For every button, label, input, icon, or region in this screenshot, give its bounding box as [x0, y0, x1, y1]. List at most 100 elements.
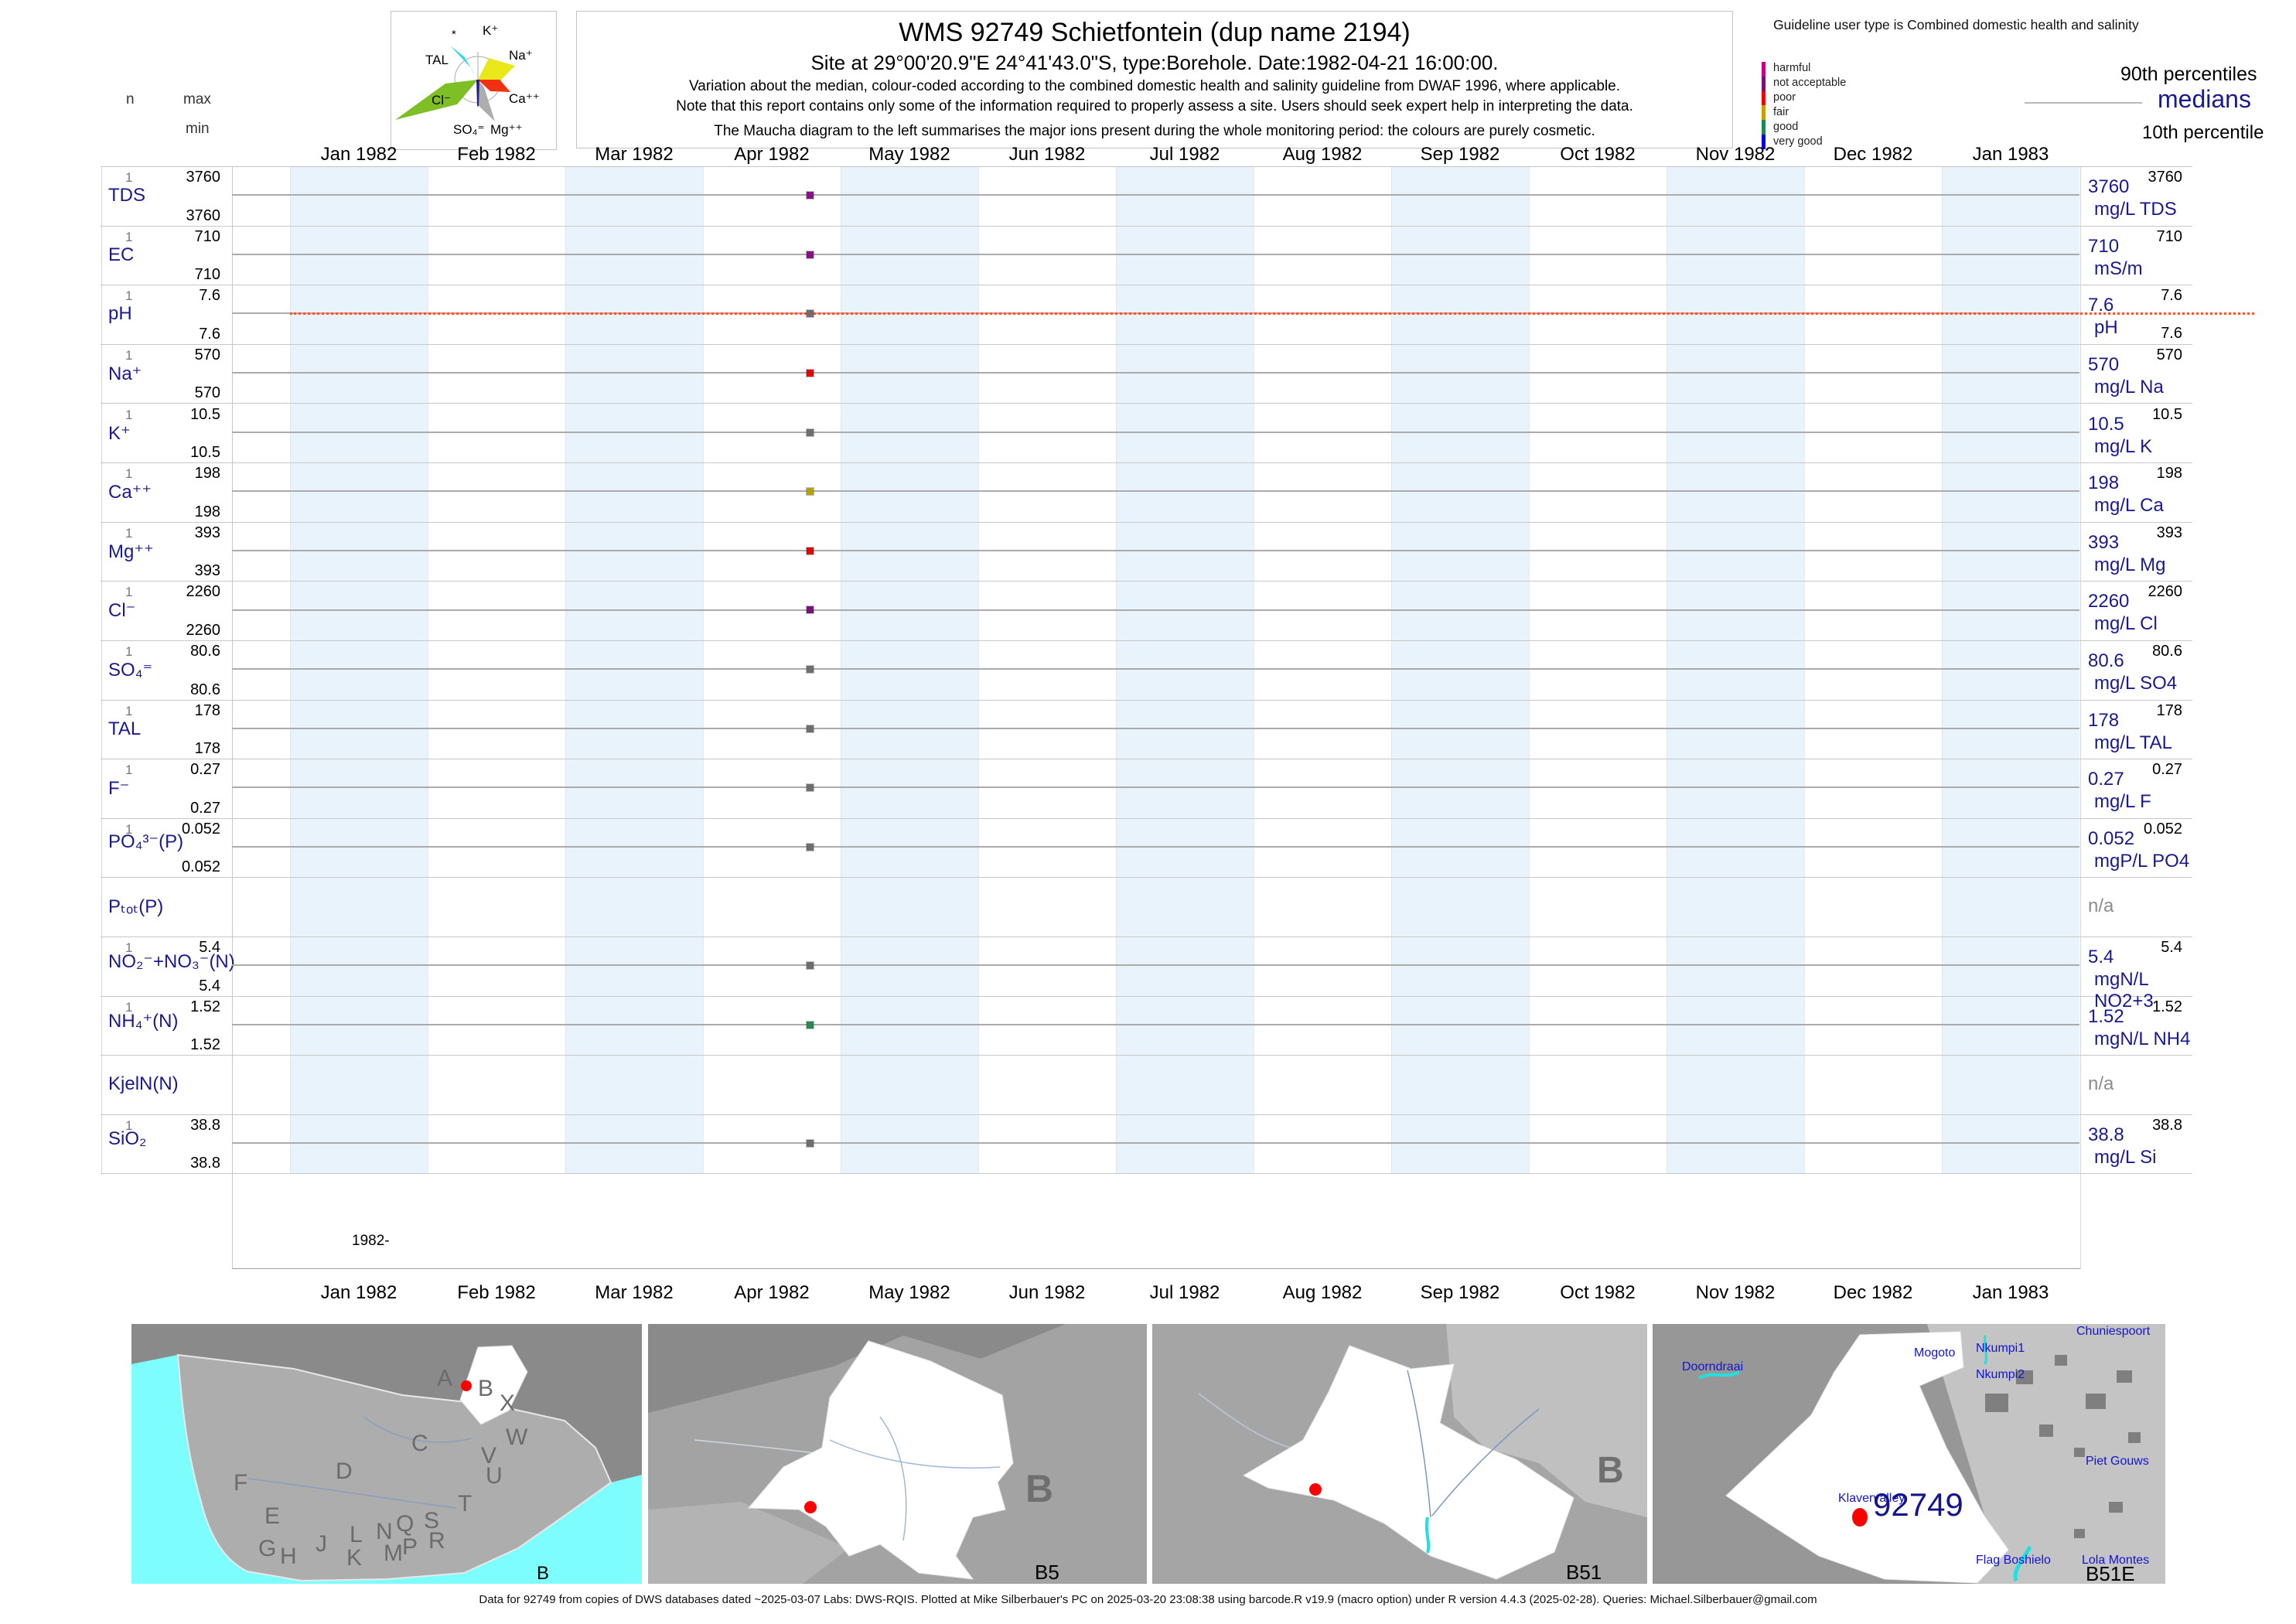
unit-label: mS/m: [2094, 258, 2143, 279]
river-line: [363, 1416, 473, 1443]
median-point: [806, 250, 814, 259]
guideline-label-fair: fair: [1773, 106, 1789, 118]
region-letter: D: [336, 1459, 353, 1484]
unit-label: mgP/L PO4: [2094, 850, 2190, 872]
unit-label: pH: [2094, 317, 2118, 339]
site-marker: [804, 1501, 817, 1513]
region-big-letter: B: [1025, 1467, 1053, 1510]
month-label: Jul 1982: [1149, 144, 1220, 165]
param-name: Pₜₒₜ(P): [108, 896, 164, 918]
max-value: 80.6: [190, 643, 220, 660]
month-label: Mar 1982: [595, 144, 674, 165]
region-letter: F: [234, 1470, 247, 1496]
median-legend-line: [2025, 102, 2142, 104]
region-letter: S: [424, 1508, 439, 1534]
param-name: K⁺: [108, 422, 131, 444]
guideline-swatch-very-good: [1762, 134, 1765, 149]
max-value: 5.4: [199, 939, 220, 957]
max-value: 3760: [186, 169, 221, 186]
p90-value: 10.5: [2152, 405, 2182, 423]
median-point: [806, 368, 814, 377]
unit-label: mg/L Cl: [2094, 613, 2158, 635]
sample-count: 1: [125, 407, 133, 422]
region-letter: T: [458, 1491, 472, 1517]
site-marker: [461, 1380, 472, 1391]
unit-label: mgN/L NO2+3: [2094, 969, 2154, 1012]
page-title: WMS 92749 Schietfontein (dup name 2194): [899, 18, 1411, 47]
param-row-tal: 1 178 TAL 178 178 178 mg/L TAL: [101, 700, 2192, 760]
p90-value: 178: [2156, 701, 2182, 719]
month-label: Nov 1982: [1695, 1282, 1776, 1303]
sample-count: 1: [125, 940, 133, 956]
catchment-b51e: [1725, 1331, 2009, 1584]
place-label: Mogoto: [1914, 1346, 1955, 1360]
region-letter: K: [346, 1545, 362, 1571]
unit-label: mg/L Mg: [2094, 554, 2166, 575]
median-line: [232, 786, 2079, 789]
maucha-cl-lobe: [395, 80, 478, 120]
median-line: [232, 194, 2079, 196]
maucha-star-label: *: [452, 28, 456, 41]
p90-value: 38.8: [2152, 1116, 2182, 1134]
median-value: 198: [2088, 473, 2120, 494]
maucha-na-wedge: [478, 58, 515, 81]
month-label: Jul 1982: [1149, 1282, 1220, 1303]
catchment-b5: [747, 1340, 1014, 1580]
median-point: [806, 606, 814, 615]
map-code-label: B51E: [2086, 1562, 2135, 1584]
median-value: 7.6: [2088, 295, 2114, 316]
maucha-mg-label: Mg⁺⁺: [490, 122, 523, 137]
flag-boshielo-dam-water: [2013, 1545, 2032, 1581]
unit-label: mg/L Ca: [2094, 495, 2164, 517]
param-name: TDS: [108, 185, 145, 206]
month-label: Jan 1982: [320, 1282, 397, 1303]
region-big-letter: B: [1597, 1450, 1624, 1491]
month-axis-bottom: Jan 1982 Feb 1982 Mar 1982 Apr 1982 May …: [290, 1282, 2079, 1304]
max-value: 10.5: [190, 405, 220, 423]
maucha-so4-spike: [476, 80, 479, 106]
p90-value: 198: [2156, 465, 2182, 483]
median-value: 570: [2088, 353, 2120, 375]
median-point: [806, 546, 814, 555]
month-label: Sep 1982: [1420, 144, 1500, 165]
p90-value: 3760: [2148, 169, 2183, 186]
site-number-label: 92749: [1873, 1486, 1963, 1523]
max-value: 0.27: [190, 761, 220, 779]
place-label: Chuniespoort: [2076, 1325, 2151, 1338]
dam-water: [1424, 1517, 1431, 1554]
maucha-na-label: Na⁺: [509, 48, 533, 63]
param-name: PO₄³⁻(P): [108, 831, 184, 852]
unit-label: mgN/L NH4: [2094, 1028, 2191, 1049]
min-value: 570: [194, 384, 220, 402]
param-row-ptot: Pₜₒₜ(P) n/a: [101, 877, 2192, 937]
river-line: [247, 1478, 457, 1509]
sample-count: 1: [125, 229, 133, 244]
month-label: Sep 1982: [1420, 1282, 1500, 1303]
site-subtitle: Site at 29°00'20.9"E 24°41'43.0"S, type:…: [810, 51, 1499, 74]
region-letter: E: [264, 1503, 280, 1529]
river-line: [1407, 1370, 1431, 1518]
unit-label: mg/L SO4: [2094, 673, 2178, 694]
map-code-label: B5: [1035, 1561, 1059, 1584]
guideline-title: Guideline user type is Combined domestic…: [1773, 17, 2139, 32]
median-point: [806, 961, 814, 971]
region-letter: Q: [396, 1511, 414, 1537]
catchment-b51: [1242, 1345, 1574, 1580]
median-line: [232, 253, 2079, 255]
min-value: 178: [194, 740, 220, 758]
region-letter: M: [384, 1540, 403, 1566]
param-name: EC: [108, 244, 135, 265]
param-row-kjeln: KjelN(N) n/a: [101, 1055, 2192, 1115]
maucha-ca-label: Ca⁺⁺: [509, 91, 540, 106]
median-point: [806, 783, 814, 793]
unit-label: mg/L TAL: [2094, 732, 2172, 753]
median-value: 10.5: [2088, 413, 2124, 435]
catchment-b-highlight: [459, 1345, 528, 1425]
maucha-mg-lobe: [477, 80, 495, 121]
param-name: F⁻: [108, 778, 130, 800]
param-row-po4: 1 0.052 PO₄³⁻(P) 0.052 0.052 0.052 mgP/L…: [101, 818, 2192, 879]
sample-count: 1: [125, 1117, 133, 1133]
median-value: 80.6: [2088, 650, 2124, 671]
p90-value: 7.6: [2161, 287, 2182, 305]
